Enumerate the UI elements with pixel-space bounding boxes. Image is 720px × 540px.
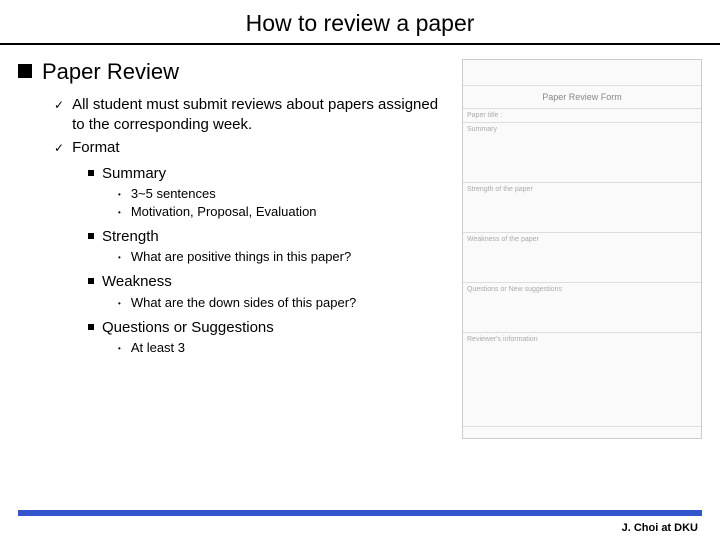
small-square-icon — [88, 324, 94, 330]
level3-text: Strength — [102, 227, 159, 247]
list-item: • What are the down sides of this paper? — [118, 295, 452, 312]
level3-list: Summary — [88, 164, 452, 184]
level3-list: Questions or Suggestions — [88, 318, 452, 338]
dot-icon: • — [118, 299, 121, 308]
level2-list: ✓ All student must submit reviews about … — [54, 95, 452, 158]
form-block: Summary — [463, 122, 701, 182]
level4-text: Motivation, Proposal, Evaluation — [131, 204, 317, 221]
level4-text: At least 3 — [131, 340, 185, 357]
check-icon: ✓ — [54, 141, 64, 155]
form-block: Weakness of the paper — [463, 232, 701, 282]
form-thumbnail: Paper Review Form Paper title : Summary … — [462, 59, 702, 439]
form-block: Reviewer's information — [463, 332, 701, 382]
level3-list: Weakness — [88, 272, 452, 292]
level4-text: 3~5 sentences — [131, 186, 216, 203]
small-square-icon — [88, 278, 94, 284]
level3-text: Summary — [102, 164, 166, 184]
form-title: Paper Review Form — [463, 92, 701, 102]
level4-list: • What are positive things in this paper… — [118, 249, 452, 266]
list-item: Weakness — [88, 272, 452, 292]
list-item: • 3~5 sentences — [118, 186, 452, 203]
list-item: ✓ Format — [54, 138, 452, 158]
small-square-icon — [88, 233, 94, 239]
dot-icon: • — [118, 208, 121, 217]
heading-text: Paper Review — [42, 59, 179, 85]
level4-list: • 3~5 sentences • Motivation, Proposal, … — [118, 186, 452, 221]
footer-text: J. Choi at DKU — [622, 522, 698, 534]
form-block: Questions or New suggestions — [463, 282, 701, 332]
form-row: Paper title : — [463, 108, 701, 122]
level3-text: Questions or Suggestions — [102, 318, 274, 338]
level4-list: • What are the down sides of this paper? — [118, 295, 452, 312]
check-icon: ✓ — [54, 98, 64, 112]
level2-text: Format — [72, 138, 120, 158]
small-square-icon — [88, 170, 94, 176]
dot-icon: • — [118, 344, 121, 353]
list-item: ✓ All student must submit reviews about … — [54, 95, 452, 134]
slide-title: How to review a paper — [0, 0, 720, 45]
left-column: Paper Review ✓ All student must submit r… — [18, 59, 462, 439]
form-block: Strength of the paper — [463, 182, 701, 232]
form-footer — [463, 426, 701, 438]
list-item: Strength — [88, 227, 452, 247]
dot-icon: • — [118, 190, 121, 199]
list-item: • Motivation, Proposal, Evaluation — [118, 204, 452, 221]
level2-text: All student must submit reviews about pa… — [72, 95, 452, 134]
level4-list: • At least 3 — [118, 340, 452, 357]
level3-text: Weakness — [102, 272, 172, 292]
level3-list: Strength — [88, 227, 452, 247]
list-item: • What are positive things in this paper… — [118, 249, 452, 266]
footer-bar — [18, 510, 702, 516]
list-item: • At least 3 — [118, 340, 452, 357]
list-item: Summary — [88, 164, 452, 184]
square-bullet-icon — [18, 64, 32, 78]
dot-icon: • — [118, 253, 121, 262]
level4-text: What are positive things in this paper? — [131, 249, 351, 266]
heading-row: Paper Review — [18, 59, 452, 85]
list-item: Questions or Suggestions — [88, 318, 452, 338]
level4-text: What are the down sides of this paper? — [131, 295, 356, 312]
form-header — [463, 60, 701, 86]
content-area: Paper Review ✓ All student must submit r… — [0, 59, 720, 439]
